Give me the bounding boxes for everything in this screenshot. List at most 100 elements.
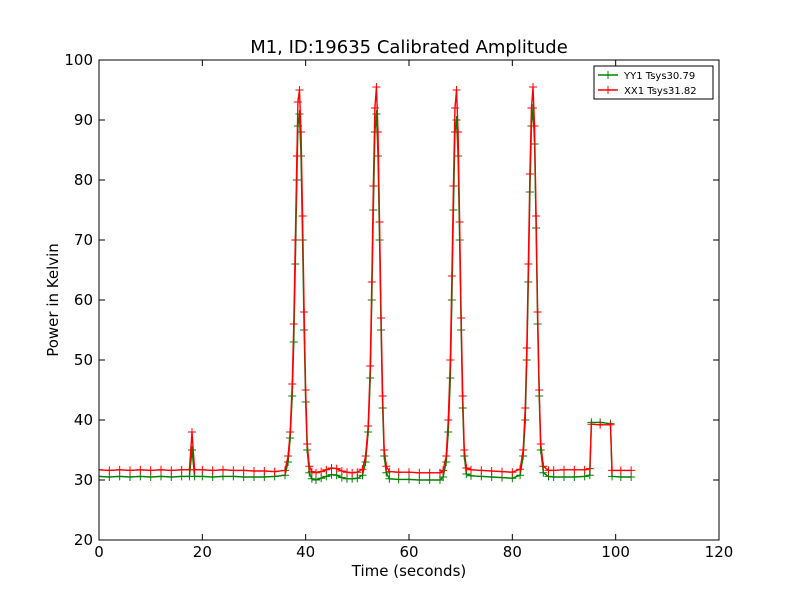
data-point-marker (372, 83, 381, 91)
data-point-marker (378, 392, 387, 400)
data-point-marker (452, 116, 461, 124)
data-point-marker (208, 466, 217, 475)
data-point-marker (353, 468, 362, 477)
y-tick-label: 60 (74, 291, 93, 309)
data-point-marker (385, 467, 394, 476)
legend-box (593, 65, 714, 100)
data-point-marker (549, 466, 558, 475)
chart-title: M1, ID:19635 Calibrated Amplitude (250, 37, 568, 58)
data-point-marker (300, 308, 309, 316)
data-point-marker (525, 170, 534, 178)
data-point-marker (369, 182, 378, 190)
data-point-marker (449, 182, 458, 190)
data-point-marker (405, 468, 413, 477)
data-point-marker (260, 467, 269, 475)
data-point-marker (452, 86, 461, 94)
data-point-marker (295, 86, 304, 94)
data-point-marker (366, 362, 375, 370)
x-axis-title: Time (seconds) (351, 562, 467, 580)
data-point-marker (458, 392, 467, 400)
data-point-marker (415, 476, 424, 484)
data-point-marker (508, 468, 517, 477)
data-point-marker (327, 464, 336, 472)
data-point-marker (460, 446, 469, 454)
data-point-marker (585, 464, 594, 473)
data-point-marker (361, 452, 370, 460)
data-point-marker (312, 476, 320, 484)
data-point-marker (370, 104, 379, 112)
y-tick-label: 90 (74, 111, 93, 129)
data-point-marker (337, 467, 346, 475)
data-point-marker (375, 218, 384, 226)
data-point-marker (535, 386, 544, 394)
data-point-marker (560, 465, 568, 474)
data-point-marker (455, 218, 464, 226)
data-point-marker (188, 428, 196, 436)
x-tick-label: 20 (193, 543, 212, 561)
data-point-marker (99, 472, 103, 481)
data-point-marker (281, 466, 289, 475)
data-point-marker (250, 467, 258, 475)
data-point-marker (606, 420, 615, 429)
data-point-marker (198, 465, 207, 474)
data-point-marker (298, 212, 307, 220)
data-point-marker (307, 467, 316, 476)
data-point-marker (587, 420, 596, 429)
data-point-marker (570, 465, 579, 474)
data-point-marker (385, 474, 394, 483)
data-point-marker (529, 83, 537, 91)
data-point-marker (527, 104, 536, 112)
data-point-marker (439, 466, 448, 475)
data-point-marker (405, 475, 413, 484)
data-point-marker (289, 320, 298, 328)
data-point-marker (394, 468, 403, 477)
x-tick-label: 120 (705, 543, 734, 561)
data-point-marker (532, 212, 541, 220)
data-point-marker (292, 152, 301, 160)
x-tick-label: 0 (94, 543, 104, 561)
data-point-marker (477, 466, 486, 475)
series-layer (99, 83, 636, 484)
data-point-marker (332, 464, 341, 473)
data-point-marker (374, 128, 382, 136)
data-point-marker (291, 236, 300, 244)
y-tick-label: 30 (74, 471, 93, 489)
data-point-marker (425, 476, 434, 484)
data-point-marker (570, 473, 579, 481)
data-point-marker (498, 467, 506, 476)
data-point-marker (270, 467, 279, 476)
data-point-marker (467, 465, 475, 474)
data-point-marker (450, 104, 459, 112)
y-tick-label: 70 (74, 231, 93, 249)
data-point-marker (457, 314, 466, 322)
data-point-marker (157, 465, 165, 474)
plot-area (99, 60, 719, 540)
data-point-marker (425, 468, 434, 477)
data-point-marker (616, 466, 625, 475)
data-point-marker (380, 446, 389, 454)
data-point-marker (239, 466, 248, 475)
data-point-marker (521, 404, 530, 412)
x-tick-label: 60 (399, 543, 418, 561)
data-point-marker (115, 465, 124, 474)
data-point-marker (596, 420, 605, 429)
y-tick-label: 50 (74, 351, 93, 369)
data-point-marker (322, 465, 331, 474)
data-point-marker (394, 475, 403, 484)
data-point-marker (188, 446, 196, 454)
data-point-marker (608, 466, 617, 475)
data-point-marker (454, 128, 463, 136)
data-point-marker (446, 356, 455, 364)
data-point-marker (348, 468, 357, 477)
y-tick-label: 100 (64, 51, 93, 69)
data-point-marker (382, 462, 391, 471)
data-point-marker (536, 440, 545, 448)
data-point-marker (167, 466, 176, 475)
data-point-marker (126, 466, 134, 475)
data-point-marker (524, 260, 533, 268)
data-point-marker (442, 452, 451, 460)
data-point-marker (190, 465, 199, 474)
data-point-marker (312, 468, 320, 477)
